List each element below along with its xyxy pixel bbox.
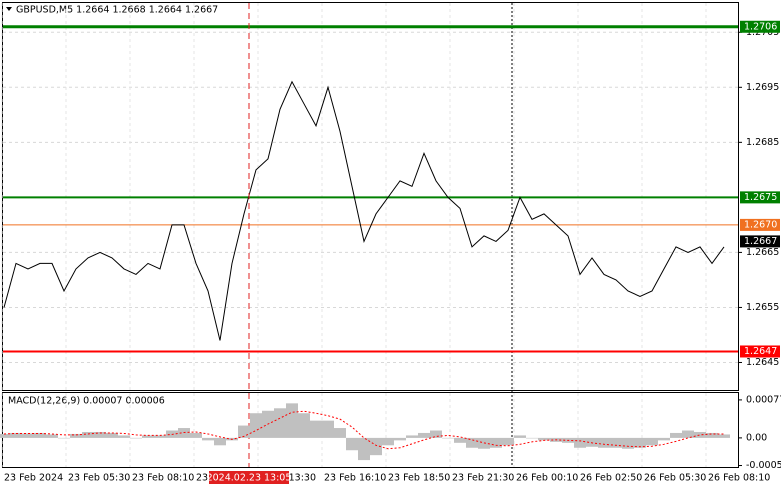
level-label: 1.2670 bbox=[744, 219, 777, 230]
cursor-label: 2024.02.23 13:05 bbox=[207, 473, 292, 484]
histogram-bar bbox=[634, 437, 646, 448]
histogram-bar bbox=[694, 431, 706, 438]
histogram-bar bbox=[526, 437, 538, 439]
histogram-bar bbox=[118, 435, 130, 438]
level-label-box bbox=[740, 20, 780, 33]
y-tick-label: 1.2665 bbox=[746, 247, 779, 258]
histogram-bar bbox=[646, 437, 658, 446]
level-label-box bbox=[740, 218, 780, 231]
histogram-bar bbox=[574, 437, 586, 448]
y-tick-label: 1.2655 bbox=[746, 302, 779, 313]
level-label-box bbox=[740, 345, 780, 358]
histogram-bar bbox=[454, 437, 466, 443]
histogram-bar bbox=[406, 435, 418, 438]
y-tick-label: 0.00 bbox=[746, 432, 767, 443]
histogram-bar bbox=[202, 437, 214, 441]
y-tick-label: 1.2645 bbox=[746, 357, 779, 368]
x-tick-label: 26 Feb 00:10 bbox=[516, 473, 578, 484]
histogram-bar bbox=[10, 432, 22, 438]
x-tick-label: 23 Feb 05:30 bbox=[68, 473, 130, 484]
histogram-bar bbox=[718, 434, 730, 438]
histogram-bar bbox=[430, 430, 442, 438]
histogram-bar bbox=[370, 437, 382, 456]
histogram-bar bbox=[58, 437, 70, 439]
histogram-bar bbox=[622, 437, 634, 449]
histogram-bar bbox=[706, 432, 718, 438]
histogram-bar bbox=[310, 420, 322, 438]
histogram-bar bbox=[394, 437, 406, 441]
histogram-bar bbox=[142, 435, 154, 438]
histogram-bar bbox=[82, 431, 94, 438]
histogram-bar bbox=[298, 413, 310, 438]
histogram-bar bbox=[346, 437, 358, 451]
histogram-bar bbox=[286, 403, 298, 438]
histogram-bar bbox=[514, 435, 526, 438]
histogram-bar bbox=[106, 432, 118, 438]
histogram-bar bbox=[190, 432, 202, 438]
histogram-bar bbox=[610, 437, 622, 448]
price-line bbox=[3, 80, 725, 341]
histogram-bar bbox=[94, 431, 106, 438]
histogram-bar bbox=[250, 413, 262, 438]
x-tick-label: 26 Feb 08:10 bbox=[708, 473, 770, 484]
macd-title: MACD(12,26,9) 0.00007 0.00006 bbox=[8, 396, 165, 407]
cursor-label-box bbox=[209, 471, 289, 484]
x-tick-label: 23 Feb 21:30 bbox=[452, 473, 514, 484]
x-tick-label: 26 Feb 05:30 bbox=[644, 473, 706, 484]
histogram-bar bbox=[274, 408, 286, 438]
x-tick-label: 23 Feb 08:10 bbox=[132, 473, 194, 484]
histogram-bar bbox=[70, 433, 82, 438]
histogram-bar bbox=[682, 430, 694, 438]
y-tick-label: 0.00077 bbox=[746, 394, 781, 405]
level-label: 1.2706 bbox=[744, 21, 777, 32]
current-price-label: 1.2667 bbox=[744, 236, 777, 247]
histogram-bar bbox=[0, 433, 10, 438]
histogram-bar bbox=[442, 437, 454, 439]
x-tick-label: 23 bbox=[196, 473, 208, 484]
histogram-bar bbox=[598, 437, 610, 448]
histogram-bar bbox=[214, 437, 226, 446]
histogram-bar bbox=[670, 432, 682, 438]
x-tick-label: 23 Feb 18:50 bbox=[388, 473, 450, 484]
signal-line bbox=[3, 410, 724, 450]
histogram-bar bbox=[358, 437, 370, 461]
histogram-bar bbox=[334, 428, 346, 438]
histogram-bar bbox=[418, 432, 430, 438]
level-label: 1.2647 bbox=[744, 346, 777, 357]
y-tick-label: 1.2685 bbox=[746, 137, 779, 148]
histogram-bar bbox=[466, 437, 478, 448]
x-tick-label: 23 Feb 16:10 bbox=[324, 473, 386, 484]
histogram-bar bbox=[658, 437, 670, 441]
histogram-bar bbox=[154, 435, 166, 438]
histogram-bar bbox=[490, 437, 502, 448]
symbol-title: GBPUSD,M5 1.2664 1.2668 1.2664 1.2667 bbox=[16, 5, 218, 16]
current-price-box bbox=[740, 235, 780, 248]
y-tick-label: -0.00056 bbox=[746, 460, 781, 471]
level-label-box bbox=[740, 191, 780, 204]
menu-triangle bbox=[6, 7, 12, 11]
histogram-bar bbox=[382, 437, 394, 446]
y-tick-label: 1.2695 bbox=[746, 82, 779, 93]
histogram-bar bbox=[46, 434, 58, 438]
level-label: 1.2675 bbox=[744, 192, 777, 203]
histogram-bar bbox=[34, 432, 46, 438]
x-tick-label: 23 Feb 2024 bbox=[4, 473, 63, 484]
histogram-bar bbox=[538, 437, 550, 441]
histogram-bar bbox=[322, 420, 334, 438]
x-tick-label: 13:30 bbox=[289, 473, 316, 484]
x-tick-label: 26 Feb 02:50 bbox=[580, 473, 642, 484]
histogram-bar bbox=[502, 437, 514, 446]
histogram-bar bbox=[22, 433, 34, 438]
histogram-bar bbox=[130, 437, 142, 439]
